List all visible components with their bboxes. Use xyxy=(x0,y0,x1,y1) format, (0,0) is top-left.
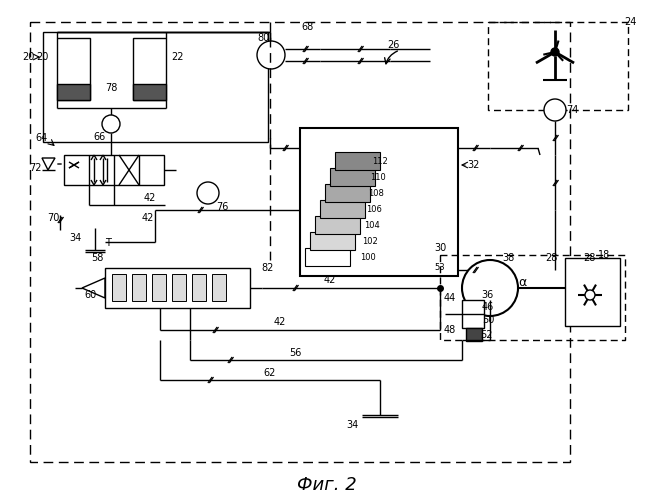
Text: 38: 38 xyxy=(502,253,514,263)
Text: α: α xyxy=(518,276,526,288)
Text: 46: 46 xyxy=(482,302,494,312)
Bar xyxy=(320,200,365,218)
Text: 60: 60 xyxy=(85,290,97,300)
Bar xyxy=(133,38,166,100)
Text: 42: 42 xyxy=(324,275,336,285)
Text: 110: 110 xyxy=(370,172,386,182)
Text: 48: 48 xyxy=(444,325,456,335)
Bar xyxy=(57,38,90,100)
Bar xyxy=(133,84,166,100)
Bar xyxy=(310,232,355,250)
Circle shape xyxy=(544,99,566,121)
Text: 34: 34 xyxy=(346,420,358,430)
Bar xyxy=(466,328,482,341)
Text: 18: 18 xyxy=(598,250,610,260)
Text: 64: 64 xyxy=(36,133,48,143)
Text: 70: 70 xyxy=(47,213,60,223)
Text: 68: 68 xyxy=(302,22,314,32)
Circle shape xyxy=(102,115,120,133)
Bar xyxy=(172,274,186,301)
Text: 42: 42 xyxy=(274,317,286,327)
Bar xyxy=(440,255,625,340)
Text: 56: 56 xyxy=(289,348,301,358)
Bar xyxy=(132,274,146,301)
Bar xyxy=(64,155,164,185)
Text: 32: 32 xyxy=(467,160,479,170)
Text: 44: 44 xyxy=(444,293,456,303)
Text: 66: 66 xyxy=(93,132,105,142)
Circle shape xyxy=(585,290,595,300)
Text: 24: 24 xyxy=(624,17,636,27)
Text: 36: 36 xyxy=(481,290,493,300)
Bar xyxy=(335,152,380,170)
Text: 28: 28 xyxy=(583,253,595,263)
Text: 80: 80 xyxy=(257,33,269,43)
Text: 42: 42 xyxy=(144,193,156,203)
Text: 58: 58 xyxy=(91,253,103,263)
Text: 82: 82 xyxy=(262,263,274,273)
Bar xyxy=(325,184,370,202)
Text: 42: 42 xyxy=(142,213,154,223)
Circle shape xyxy=(551,48,559,56)
Text: 102: 102 xyxy=(362,236,378,246)
Bar xyxy=(43,32,268,142)
Text: 26: 26 xyxy=(387,40,399,50)
Bar xyxy=(112,274,126,301)
Text: 22: 22 xyxy=(172,52,184,62)
Text: 62: 62 xyxy=(264,368,276,378)
Text: 74: 74 xyxy=(566,105,578,115)
Bar xyxy=(152,274,166,301)
Text: 20: 20 xyxy=(22,52,34,62)
Bar xyxy=(192,274,206,301)
Text: 34: 34 xyxy=(69,233,81,243)
Bar xyxy=(212,274,226,301)
Text: Фиг. 2: Фиг. 2 xyxy=(297,476,357,494)
Text: 76: 76 xyxy=(216,202,228,212)
Bar xyxy=(462,300,484,328)
Text: 112: 112 xyxy=(372,156,388,166)
Text: 52: 52 xyxy=(480,330,492,340)
Bar xyxy=(300,128,458,276)
Text: T: T xyxy=(105,238,111,248)
Bar xyxy=(57,84,90,100)
Circle shape xyxy=(257,41,285,69)
Text: 108: 108 xyxy=(368,188,384,198)
Text: 100: 100 xyxy=(360,252,376,262)
Text: 50: 50 xyxy=(482,315,494,325)
Bar xyxy=(305,248,350,266)
Bar xyxy=(105,268,250,308)
Text: 78: 78 xyxy=(105,83,117,93)
Bar xyxy=(330,168,375,186)
Bar xyxy=(488,22,628,110)
Circle shape xyxy=(197,182,219,204)
Text: 104: 104 xyxy=(364,220,380,230)
Text: 20: 20 xyxy=(36,52,48,62)
Text: 53: 53 xyxy=(435,264,445,272)
Text: 72: 72 xyxy=(29,163,41,173)
Text: 106: 106 xyxy=(366,204,382,214)
Bar xyxy=(565,258,620,326)
Polygon shape xyxy=(470,278,502,298)
Text: 28: 28 xyxy=(545,253,557,263)
Bar xyxy=(30,22,570,462)
Bar xyxy=(315,216,360,234)
Circle shape xyxy=(462,260,518,316)
Text: 30: 30 xyxy=(434,243,446,253)
